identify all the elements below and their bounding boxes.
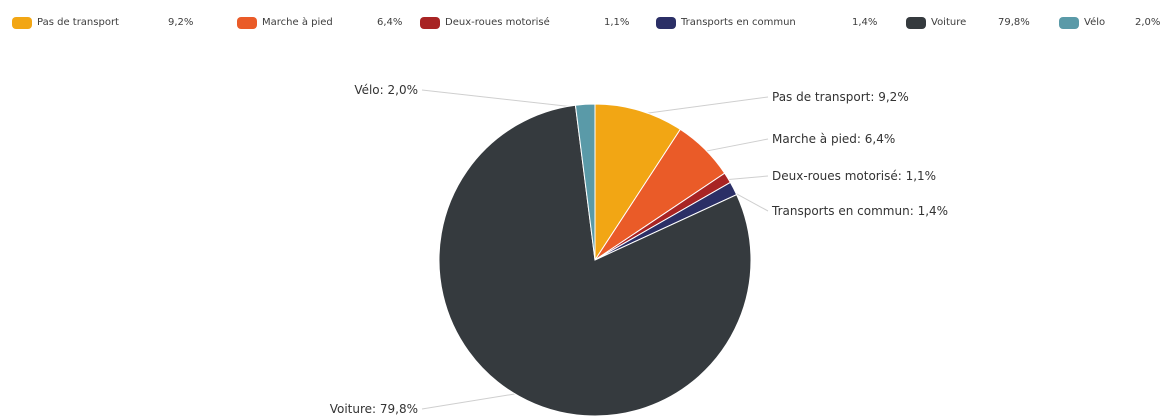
slice-label-deux-roues-motorise: Deux-roues motorisé: 1,1% <box>772 169 936 183</box>
legend-value: 6,4% <box>377 17 403 28</box>
slice-labels: Pas de transport: 9,2% Marche à pied: 6,… <box>330 83 948 416</box>
slice-label-marche-a-pied: Marche à pied: 6,4% <box>772 132 895 146</box>
legend-swatch <box>420 17 440 29</box>
connector-marche-a-pied <box>701 138 769 153</box>
legend-label: Deux-roues motorisé <box>445 17 550 28</box>
pie-slice-pas-de-transport[interactable] <box>594 103 682 262</box>
legend-swatch <box>1059 17 1079 29</box>
pie-slices <box>438 103 752 417</box>
legend-label: Voiture <box>931 17 967 28</box>
legend-label: Vélo <box>1084 17 1106 28</box>
legend-value: 1,1% <box>604 17 630 28</box>
legend-label: Transports en commun <box>681 17 796 28</box>
chart-legend: Pas de transport 9,2% Marche à pied 6,4%… <box>12 16 1172 32</box>
slice-label-velo: Vélo: 2,0% <box>354 83 418 97</box>
slice-label-transports-en-commun: Transports en commun: 1,4% <box>771 204 948 218</box>
connector-deux-roues-motorise <box>724 175 769 181</box>
label-connectors <box>421 89 769 410</box>
legend-swatch <box>656 17 676 29</box>
pie-slice-velo[interactable] <box>574 103 596 261</box>
legend-value: 79,8% <box>998 17 1030 28</box>
legend-label: Pas de transport <box>37 17 119 28</box>
legend-swatch <box>12 17 32 29</box>
connector-velo <box>421 89 586 109</box>
legend-value: 1,4% <box>852 17 878 28</box>
slice-label-pas-de-transport: Pas de transport: 9,2% <box>772 90 909 104</box>
legend-value: 2,0% <box>1135 17 1161 28</box>
pie-slice-voiture[interactable] <box>438 104 752 417</box>
connector-voiture <box>421 392 522 410</box>
legend-label: Marche à pied <box>262 17 333 28</box>
legend-swatch <box>237 17 257 29</box>
legend-value: 9,2% <box>168 17 194 28</box>
connector-pas-de-transport <box>638 96 769 115</box>
legend-swatch <box>906 17 926 29</box>
slice-label-voiture: Voiture: 79,8% <box>330 402 418 416</box>
